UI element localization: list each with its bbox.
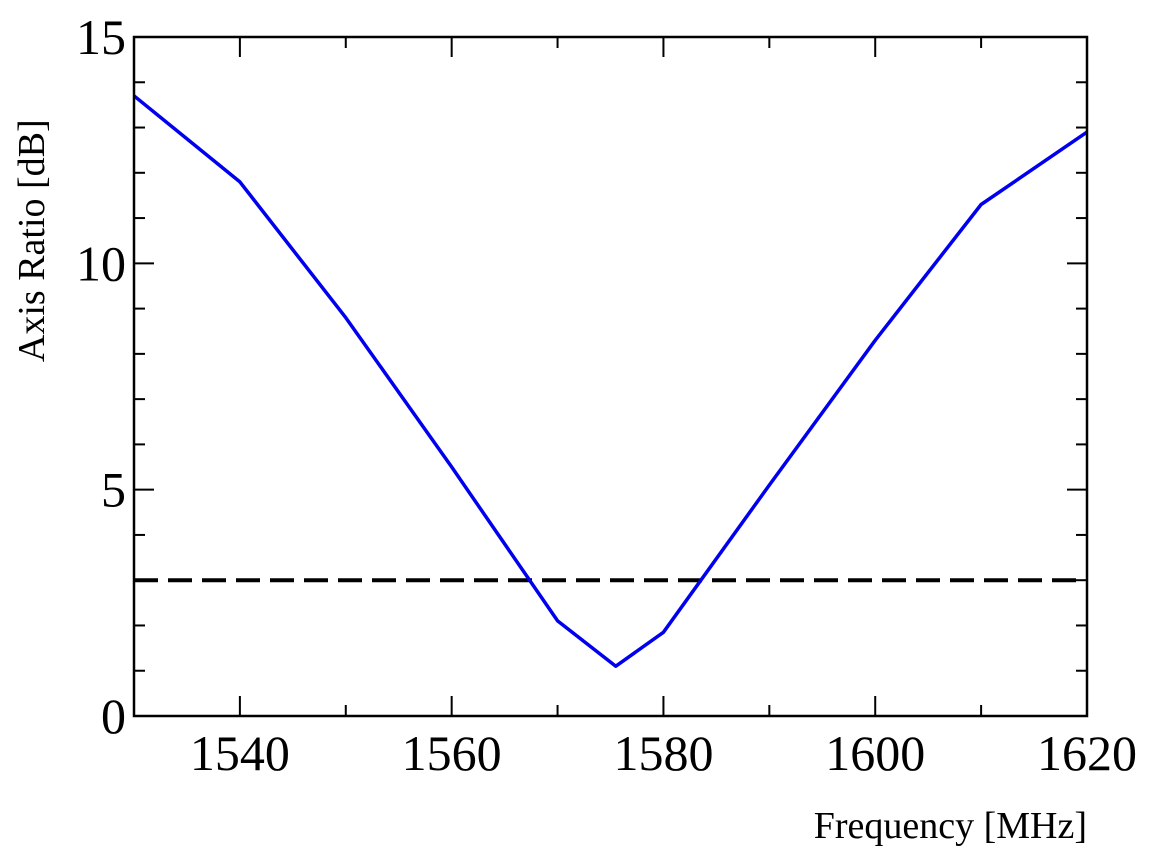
x-tick-label: 1620 bbox=[1037, 725, 1137, 781]
data-series bbox=[132, 94, 1088, 668]
series-line-axis-ratio bbox=[132, 94, 1088, 668]
x-tick-labels: 1540 1560 1580 1600 1620 bbox=[190, 725, 1137, 781]
x-tick-label: 1600 bbox=[825, 725, 925, 781]
plot-frame bbox=[132, 35, 1089, 718]
axis-ticks bbox=[133, 36, 1088, 717]
y-axis-label: Axis Ratio [dB] bbox=[11, 119, 53, 362]
y-tick-label: 5 bbox=[101, 462, 126, 518]
y-tick-label: 0 bbox=[101, 688, 126, 744]
y-tick-label: 10 bbox=[76, 235, 126, 291]
y-tick-labels: 0 5 10 15 bbox=[76, 9, 126, 744]
x-tick-label: 1580 bbox=[613, 725, 713, 781]
x-tick-label: 1560 bbox=[402, 725, 502, 781]
x-tick-label: 1540 bbox=[190, 725, 290, 781]
y-tick-label: 15 bbox=[76, 9, 126, 65]
x-axis-label: Frequency [MHz] bbox=[814, 805, 1087, 847]
